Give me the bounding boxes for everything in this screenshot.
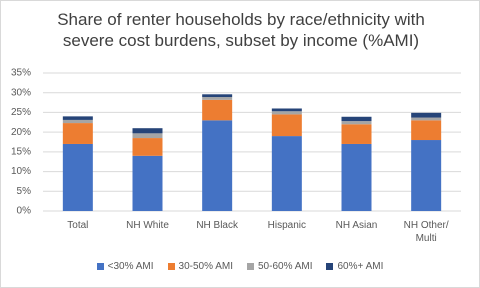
bar-segment xyxy=(202,97,233,100)
legend-label: 60%+ AMI xyxy=(337,261,384,272)
x-tick-label: NH White xyxy=(126,220,169,231)
legend-item: 50-60% AMI xyxy=(247,261,312,272)
bar-segment xyxy=(132,133,163,139)
bar-segment xyxy=(62,123,93,144)
x-tick-label: NH Black xyxy=(196,220,238,231)
bar-segment xyxy=(271,111,302,115)
y-tick-label: 0% xyxy=(17,206,32,217)
legend-item: 60%+ AMI xyxy=(326,261,383,272)
y-tick-label: 10% xyxy=(11,166,31,177)
bar-segment xyxy=(411,112,442,118)
legend: <30% AMI 30-50% AMI 50-60% AMI 60%+ AMI xyxy=(1,261,479,272)
bar-segment xyxy=(62,116,93,120)
x-tick-label: NH Asian xyxy=(335,220,378,231)
bar-segment xyxy=(132,155,163,211)
y-tick-label: 30% xyxy=(11,87,31,98)
bar-segment xyxy=(271,108,302,112)
legend-swatch xyxy=(96,263,104,270)
y-tick-label: 25% xyxy=(11,107,31,118)
bar-segment xyxy=(62,143,93,211)
y-tick-label: 5% xyxy=(17,186,32,197)
bar-segment xyxy=(202,94,233,98)
bar-segment xyxy=(411,117,442,121)
bar-segment xyxy=(341,116,372,122)
bar-segment xyxy=(341,121,372,125)
y-tick-label: 20% xyxy=(11,127,31,138)
bar-segment xyxy=(62,119,93,124)
bar-segment xyxy=(132,128,163,134)
legend-item: 30-50% AMI xyxy=(167,261,233,272)
bar-segment xyxy=(132,138,163,156)
bar-segment xyxy=(271,114,302,137)
legend-label: <30% AMI xyxy=(107,261,154,272)
legend-swatch xyxy=(247,263,254,270)
legend-swatch xyxy=(167,263,175,270)
bar-segment xyxy=(271,136,302,211)
y-tick-label: 15% xyxy=(11,146,31,157)
x-tick-label: Total xyxy=(67,220,89,231)
bar-segment xyxy=(411,140,442,211)
bar-segment xyxy=(411,120,442,141)
legend-swatch xyxy=(326,263,334,270)
legend-label: 30-50% AMI xyxy=(178,261,233,272)
y-tick-label: 35% xyxy=(11,68,31,79)
chart-title: Share of renter households by race/ethni… xyxy=(57,10,425,50)
bar-segment xyxy=(202,120,233,211)
bar-segment xyxy=(341,124,372,144)
bar-segment xyxy=(202,99,233,121)
x-tick-label: NH Other/ Multi xyxy=(403,220,449,244)
x-tick-label: Hispanic xyxy=(267,220,306,231)
legend-item: <30% AMI xyxy=(96,261,154,272)
legend-label: 50-60% AMI xyxy=(258,261,313,272)
bar-segment xyxy=(341,143,372,211)
